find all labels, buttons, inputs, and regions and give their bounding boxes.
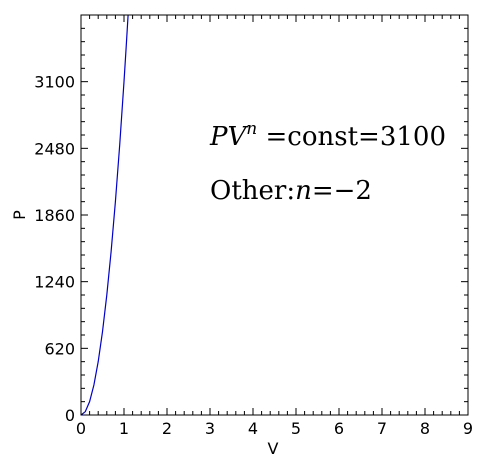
ticks-layer	[80, 15, 469, 416]
y-tick-label: 3100	[34, 73, 75, 92]
x-tick-label: 4	[248, 419, 258, 438]
x-tick-label: 0	[76, 419, 86, 438]
y-tick-label: 0	[65, 406, 75, 425]
annotations-layer: PVn =const=3100 Other:n=−2	[209, 119, 446, 206]
x-tick-label: 2	[162, 419, 172, 438]
x-axis-label: V	[268, 439, 279, 458]
annotation-other: Other:n=−2	[210, 176, 372, 206]
x-tick-label: 8	[420, 419, 430, 438]
x-tick-label: 3	[205, 419, 215, 438]
series-line-0	[80, 15, 129, 416]
x-tick-label: 5	[291, 419, 301, 438]
tick-labels-layer: 0 1 2 3 4 5 6 7 8 9 0 620 1240 1860 2480 3100	[34, 73, 473, 438]
series-layer	[80, 15, 129, 416]
y-axis-label: P	[10, 210, 29, 220]
y-tick-label: 1240	[34, 273, 75, 292]
plot-frame	[80, 14, 469, 416]
annotation-equation: PVn =const=3100	[209, 119, 446, 152]
y-tick-label: 2480	[34, 139, 75, 158]
x-tick-label: 6	[334, 419, 344, 438]
x-tick-label: 1	[119, 419, 129, 438]
x-tick-label: 9	[463, 419, 473, 438]
y-tick-label: 620	[44, 339, 75, 358]
y-tick-label: 1860	[34, 206, 75, 225]
x-tick-label: 7	[377, 419, 387, 438]
